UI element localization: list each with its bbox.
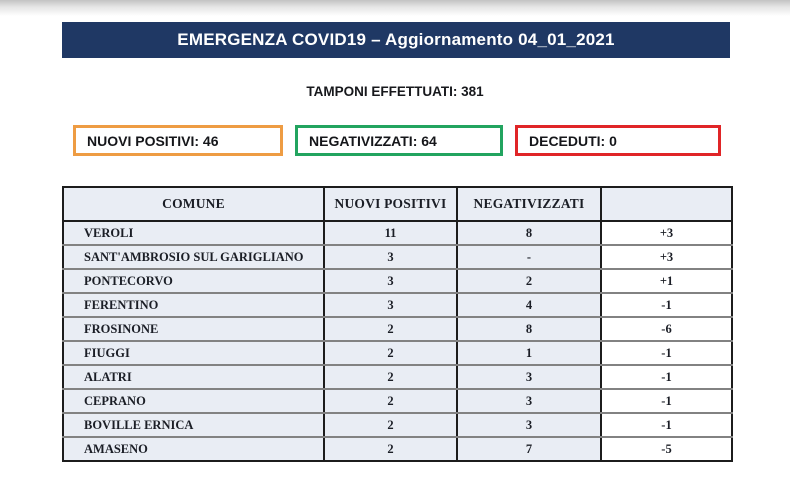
cell-negativizzati: 8 xyxy=(456,220,602,246)
cell-comune: SANT'AMBROSIO SUL GARIGLIANO xyxy=(62,244,325,270)
cell-comune: AMASENO xyxy=(62,436,325,462)
cell-nuovi-positivi: 2 xyxy=(323,388,458,414)
deceduti-label: DECEDUTI: 0 xyxy=(529,132,617,149)
cell-nuovi-positivi: 2 xyxy=(323,316,458,342)
comuni-covid-table: COMUNE NUOVI POSITIVI NEGATIVIZZATI VERO… xyxy=(62,186,733,462)
cell-comune: BOVILLE ERNICA xyxy=(62,412,325,438)
cell-comune: CEPRANO xyxy=(62,388,325,414)
table-row: FERENTINO 3 4 -1 xyxy=(62,292,733,318)
cell-nuovi-positivi: 3 xyxy=(323,244,458,270)
cell-nuovi-positivi: 2 xyxy=(323,436,458,462)
column-header-nuovi-positivi: NUOVI POSITIVI xyxy=(323,186,458,222)
deceduti-box: DECEDUTI: 0 xyxy=(515,125,721,156)
table-body: VEROLI 11 8 +3 SANT'AMBROSIO SUL GARIGLIANO 3… xyxy=(62,220,733,462)
cell-variazione: +3 xyxy=(600,244,733,270)
cell-variazione: +3 xyxy=(600,220,733,246)
top-gradient-strip xyxy=(0,0,790,16)
table-row: SANT'AMBROSIO SUL GARIGLIANO 3- +3 xyxy=(62,244,733,270)
cell-nuovi-positivi: 11 xyxy=(323,220,458,246)
cell-variazione: -1 xyxy=(600,340,733,366)
table-row: FIUGGI 2 1 -1 xyxy=(62,340,733,366)
title-bar: EMERGENZA COVID19 – Aggiornamento 04_01_… xyxy=(62,22,730,58)
nuovi-positivi-box: NUOVI POSITIVI: 46 xyxy=(73,125,283,156)
cell-negativizzati: 2 xyxy=(456,268,602,294)
cell-variazione: -1 xyxy=(600,412,733,438)
cell-variazione: -5 xyxy=(600,436,733,462)
tamponi-effettuati-line: TAMPONI EFFETTUATI: 381 xyxy=(306,84,484,99)
cell-nuovi-positivi: 2 xyxy=(323,412,458,438)
page-title: EMERGENZA COVID19 – Aggiornamento 04_01_… xyxy=(177,30,615,49)
cell-comune: FERENTINO xyxy=(62,292,325,318)
nuovi-positivi-label: NUOVI POSITIVI: 46 xyxy=(87,132,219,149)
cell-variazione: -1 xyxy=(600,388,733,414)
cell-comune: VEROLI xyxy=(62,220,325,246)
negativizzati-box: NEGATIVIZZATI: 64 xyxy=(295,125,503,156)
cell-negativizzati: 3 xyxy=(456,364,602,390)
cell-comune: ALATRI xyxy=(62,364,325,390)
column-header-variazione xyxy=(600,186,733,222)
cell-negativizzati: 1 xyxy=(456,340,602,366)
cell-negativizzati: 3 xyxy=(456,412,602,438)
cell-nuovi-positivi: 2 xyxy=(323,364,458,390)
cell-comune: FIUGGI xyxy=(62,340,325,366)
negativizzati-label: NEGATIVIZZATI: 64 xyxy=(309,132,437,149)
cell-negativizzati: - xyxy=(456,244,602,270)
cell-negativizzati: 8 xyxy=(456,316,602,342)
cell-variazione: -1 xyxy=(600,364,733,390)
cell-nuovi-positivi: 2 xyxy=(323,340,458,366)
table-row: AMASENO 2 7 -5 xyxy=(62,436,733,462)
cell-comune: FROSINONE xyxy=(62,316,325,342)
table-row: VEROLI 11 8 +3 xyxy=(62,220,733,246)
cell-variazione: -1 xyxy=(600,292,733,318)
column-header-negativizzati: NEGATIVIZZATI xyxy=(456,186,602,222)
cell-variazione: -6 xyxy=(600,316,733,342)
cell-nuovi-positivi: 3 xyxy=(323,292,458,318)
table-row: CEPRANO 2 3 -1 xyxy=(62,388,733,414)
table-row: ALATRI 2 3 -1 xyxy=(62,364,733,390)
column-header-comune: COMUNE xyxy=(62,186,325,222)
cell-comune: PONTECORVO xyxy=(62,268,325,294)
cell-negativizzati: 3 xyxy=(456,388,602,414)
cell-nuovi-positivi: 3 xyxy=(323,268,458,294)
table-header-row: COMUNE NUOVI POSITIVI NEGATIVIZZATI xyxy=(62,186,733,222)
table-row: PONTECORVO 3 2 +1 xyxy=(62,268,733,294)
cell-variazione: +1 xyxy=(600,268,733,294)
cell-negativizzati: 4 xyxy=(456,292,602,318)
cell-negativizzati: 7 xyxy=(456,436,602,462)
table-row: BOVILLE ERNICA 2 3 -1 xyxy=(62,412,733,438)
table-row: FROSINONE 2 8 -6 xyxy=(62,316,733,342)
